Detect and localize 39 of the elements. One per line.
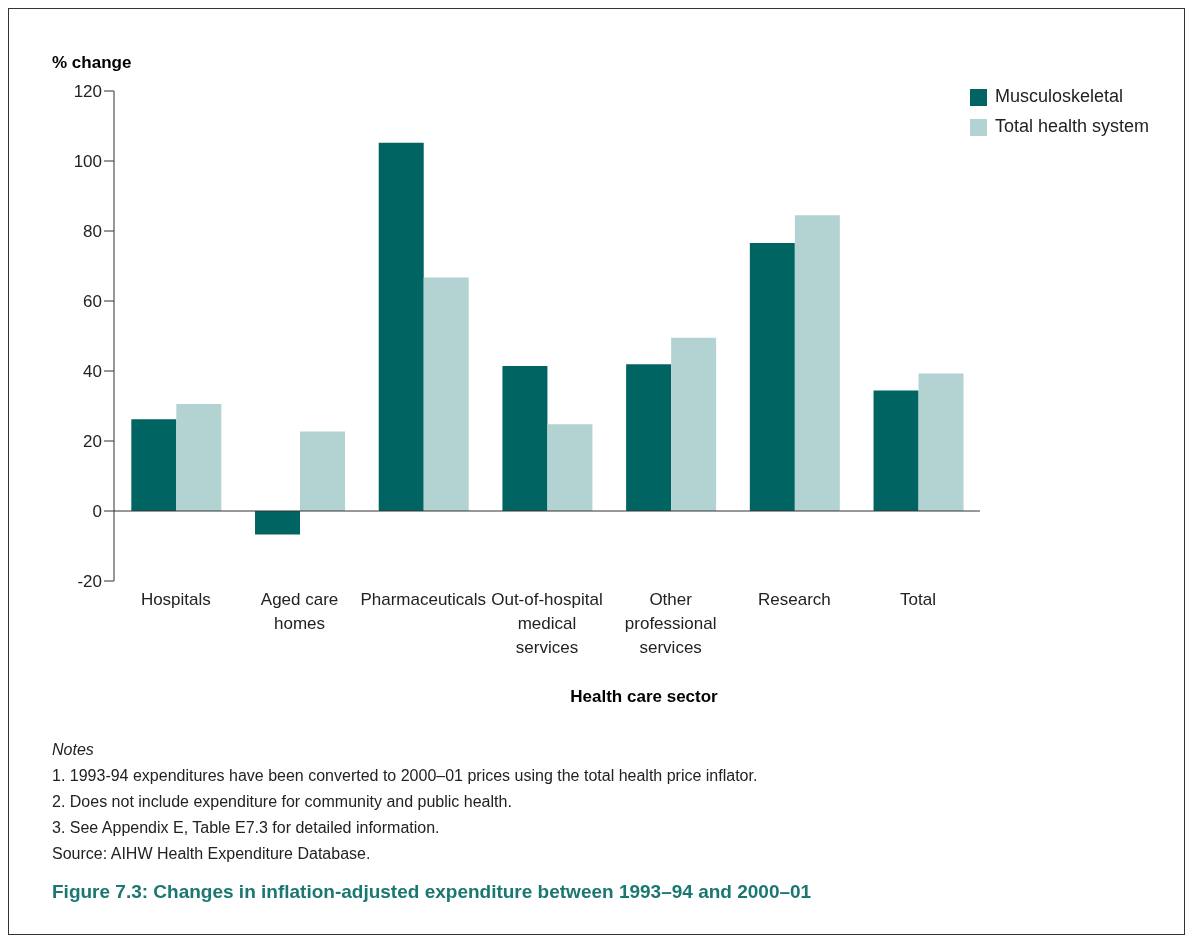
bar bbox=[423, 277, 469, 511]
x-tick-label: Research bbox=[757, 590, 831, 609]
text: 2. Does not include expenditure for community and public health. bbox=[52, 793, 513, 811]
legend-label: Musculoskeletal bbox=[994, 86, 1123, 106]
y-tick-label: 100 bbox=[73, 152, 102, 172]
bar bbox=[873, 390, 919, 511]
x-tick-label: Other professional services bbox=[624, 590, 717, 657]
text: 1. 1993-94 expenditures have been converted to 2000–01 prices using the total health price inflator. bbox=[52, 767, 758, 785]
x-tick-label: Aged care homes bbox=[260, 590, 339, 633]
bar bbox=[671, 337, 717, 511]
legend-label: Total health system bbox=[994, 116, 1149, 136]
bar bbox=[131, 419, 177, 511]
bar bbox=[176, 403, 222, 511]
x-tick-label: Hospitals bbox=[140, 590, 211, 609]
y-tick-label: 0 bbox=[92, 502, 102, 522]
x-tick-label: Total bbox=[900, 590, 937, 609]
bar bbox=[749, 242, 795, 511]
x-tick-label: Pharmaceuticals bbox=[360, 590, 487, 609]
text: 3. See Appendix E, Table E7.3 for detailed information. bbox=[52, 819, 441, 837]
y-axis-title: % change bbox=[52, 53, 132, 73]
bar bbox=[502, 366, 548, 511]
x-tick-label: Out-of-hospital medical services bbox=[491, 590, 603, 657]
x-axis-title: Health care sector bbox=[569, 687, 719, 707]
y-tick-label: 40 bbox=[83, 362, 102, 382]
source-note: Source: AIHW Health Expenditure Database. bbox=[52, 845, 372, 863]
bar bbox=[626, 364, 672, 511]
bar bbox=[378, 142, 424, 511]
bar bbox=[255, 511, 301, 535]
text: Notes bbox=[52, 741, 95, 759]
bar bbox=[918, 373, 964, 511]
y-tick-label: -20 bbox=[77, 572, 102, 592]
text: Figure 7.3: Changes in inflation-adjusted expenditure between 1993–94 and 2000–01 bbox=[52, 881, 812, 903]
y-tick-label: 80 bbox=[83, 222, 102, 242]
bar bbox=[794, 215, 840, 511]
y-tick-label: 60 bbox=[83, 292, 102, 312]
bar bbox=[300, 431, 346, 511]
bar bbox=[547, 424, 593, 511]
y-tick-label: 20 bbox=[83, 432, 102, 452]
y-tick-label: 120 bbox=[73, 82, 102, 102]
